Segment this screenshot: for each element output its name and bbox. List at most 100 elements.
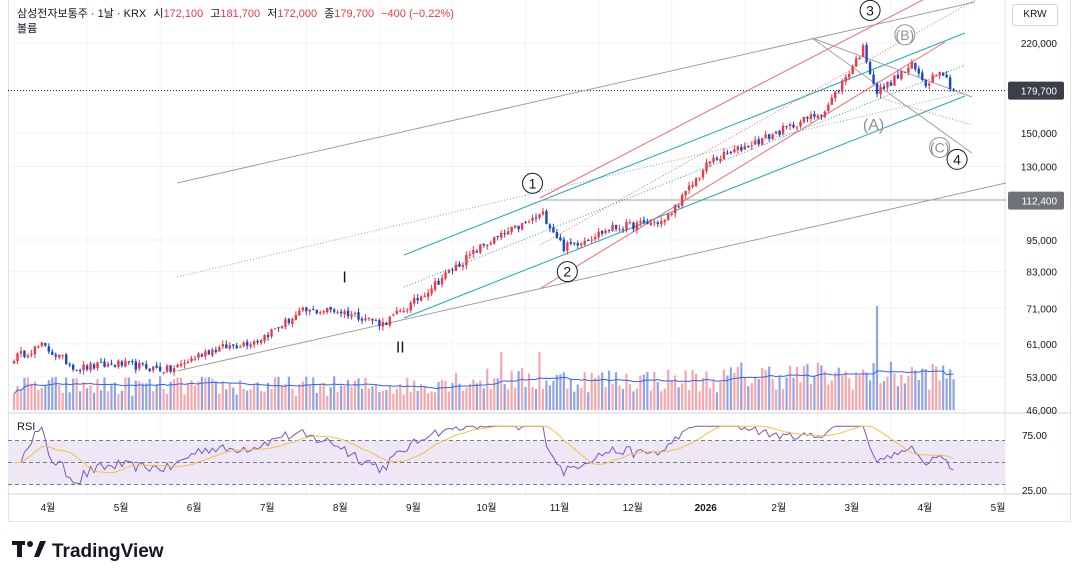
volume-bar [239,380,242,410]
candle-body [371,318,374,321]
volume-bar [113,382,117,410]
wave-label: (B) [896,27,915,43]
volume-bar [336,391,339,410]
price-tick-label: 150,000 [1021,129,1058,140]
volume-bar [106,391,110,410]
candle-body [158,366,162,372]
candle-body [68,364,71,366]
trend-gray-lower [176,182,1007,372]
candle-body [677,206,680,208]
candle-body [270,329,273,337]
candle-body [374,319,378,321]
volume-bar [350,386,353,410]
volume-bar [698,391,701,410]
change-value: −400 (−0.22%) [381,8,454,20]
wave-circle [946,148,968,170]
volume-bar [559,374,562,410]
volume-bar [517,371,520,410]
candle-body [82,364,85,371]
low-value: 172,000 [277,8,318,20]
volume-bar [858,375,861,410]
candle-body [520,222,524,230]
volume-bar [461,390,465,410]
candle-body [200,354,204,357]
wave-circle [522,172,544,194]
volume-bar [427,393,430,410]
candle-body [886,81,889,88]
volume-label[interactable]: 볼륨 [17,23,38,35]
volume-bar [416,390,419,410]
candle-body [837,90,840,92]
volume-bar [343,386,346,410]
candle-body [482,243,485,246]
volume-bar [660,391,663,410]
symbol-name[interactable]: 삼성전자보통주 · 1날 · KRX [17,8,147,20]
volume-bar [569,378,572,410]
candle-body [548,224,552,229]
candle-body [802,116,806,122]
volume-bar [587,392,590,410]
volume-bar [305,376,308,410]
price-axis[interactable]: 220,000 150,000 130,000 95,000 83,000 71,000 6… [1008,39,1064,497]
price-tick-label: 71,000 [1026,304,1057,315]
volume-bar [942,365,945,410]
candle-body [900,71,903,80]
volume-bar [287,376,291,410]
volume-bar [447,391,451,410]
candle-body [58,354,61,358]
candle-body [948,77,952,89]
volume-bar [740,362,743,410]
candle-body [409,302,412,311]
volume-bar [200,376,204,410]
trend-teal-upper [403,32,966,256]
volume-bar [138,381,141,410]
time-axis[interactable]: 4월 5월 6월 7월 8월 9월 10월 11월 12월 2026 2월 3월 4월 5월 [41,502,1006,514]
high-label: 고 [210,8,221,20]
volume-bar [545,380,548,410]
wave-circle [929,136,951,158]
volume-bar [242,388,245,410]
candle-body [228,345,231,349]
volume-bar [333,376,336,410]
volume-bar [555,374,558,410]
volume-bar [820,365,823,410]
candle-body [538,214,541,218]
volume-bar [162,388,165,410]
volume-bar [931,363,934,410]
candle-body [385,322,388,326]
volume-bar [357,378,360,410]
trendlines[interactable] [176,0,1007,372]
candle-body [44,342,47,346]
volume-bar [733,372,736,410]
candle-body [583,240,586,245]
wave-circle [556,261,578,283]
price-tick-label: 61,000 [1026,340,1057,351]
candle-body [785,125,788,127]
rsi-label[interactable]: RSI [17,421,36,433]
volume-bar [910,367,913,410]
candle-body [65,354,68,365]
candle-body [124,360,127,367]
currency-button[interactable]: KRW [1012,4,1058,26]
candle-body [322,311,325,313]
candle-body [733,149,736,153]
tradingview-logo[interactable]: TradingView [12,540,164,563]
volume-bar [719,381,722,410]
volume-bar [862,369,865,410]
candle-body [336,311,339,313]
volume-bar [420,384,423,410]
candle-body [767,134,771,139]
volume-bar [110,384,113,410]
candle-body [353,313,357,315]
volume-bar [653,371,656,410]
candle-body [726,152,729,154]
volume-bar [677,387,680,410]
volume-bar [681,383,684,410]
candle-body [712,157,715,162]
volume-bar [945,378,948,410]
volume-bar [514,387,517,410]
volume-bar [465,387,468,410]
volume-bar [472,379,475,410]
volume-bar [406,377,409,410]
